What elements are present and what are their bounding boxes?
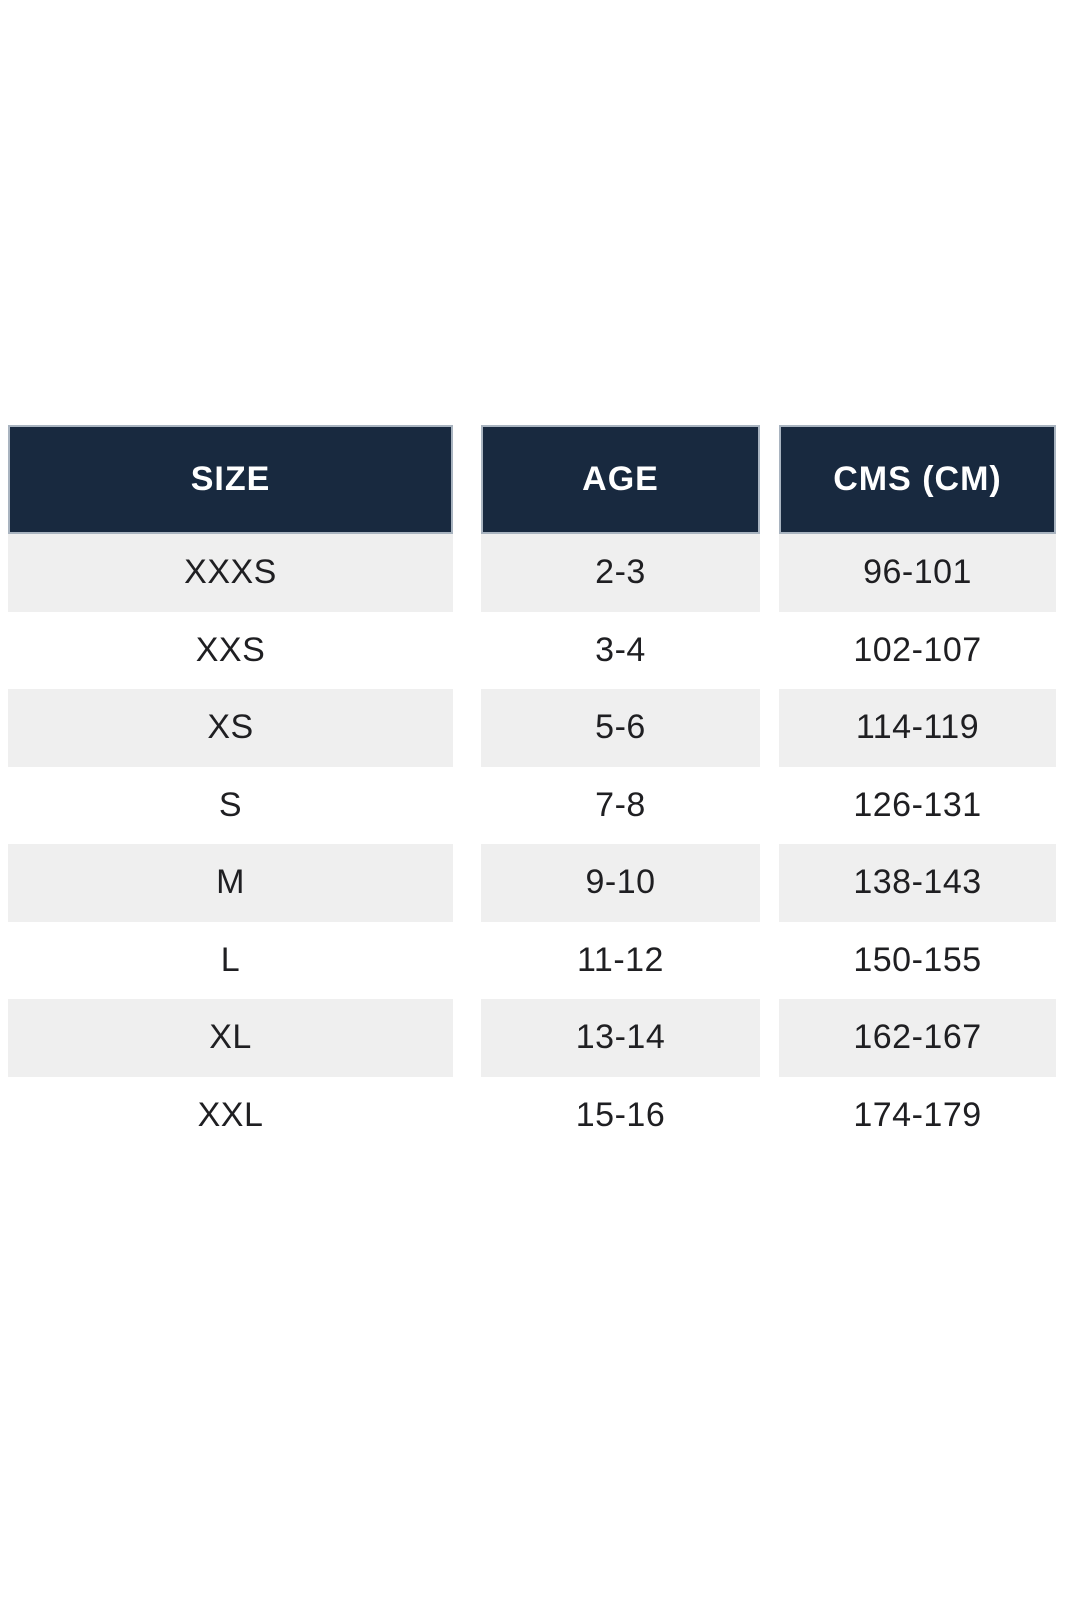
- age-column: AGE 2-3 3-4 5-6 7-8 9-10 11-12 13-14 15-…: [481, 425, 760, 1154]
- table-cell: XL: [8, 999, 453, 1077]
- table-cell: 114-119: [779, 689, 1056, 767]
- table-cell: M: [8, 844, 453, 922]
- table-cell: XXXS: [8, 534, 453, 612]
- table-cell: 138-143: [779, 844, 1056, 922]
- table-cell: S: [8, 766, 453, 844]
- table-cell: XXL: [8, 1076, 453, 1154]
- table-cell: 15-16: [481, 1076, 760, 1154]
- table-cell: 102-107: [779, 611, 1056, 689]
- cms-column: CMS (CM) 96-101 102-107 114-119 126-131 …: [779, 425, 1056, 1154]
- table-cell: XS: [8, 689, 453, 767]
- table-cell: 7-8: [481, 766, 760, 844]
- table-cell: 9-10: [481, 844, 760, 922]
- table-cell: 126-131: [779, 766, 1056, 844]
- column-header-size: SIZE: [8, 425, 453, 534]
- table-cell: 96-101: [779, 534, 1056, 612]
- table-cell: 162-167: [779, 999, 1056, 1077]
- table-cell: XXS: [8, 611, 453, 689]
- column-header-cms: CMS (CM): [779, 425, 1056, 534]
- table-cell: 11-12: [481, 921, 760, 999]
- table-cell: 2-3: [481, 534, 760, 612]
- table-cell: 13-14: [481, 999, 760, 1077]
- table-cell: 174-179: [779, 1076, 1056, 1154]
- table-cell: 5-6: [481, 689, 760, 767]
- table-cell: 3-4: [481, 611, 760, 689]
- table-cell: 150-155: [779, 921, 1056, 999]
- column-header-age: AGE: [481, 425, 760, 534]
- size-column: SIZE XXXS XXS XS S M L XL XXL: [8, 425, 453, 1154]
- table-cell: L: [8, 921, 453, 999]
